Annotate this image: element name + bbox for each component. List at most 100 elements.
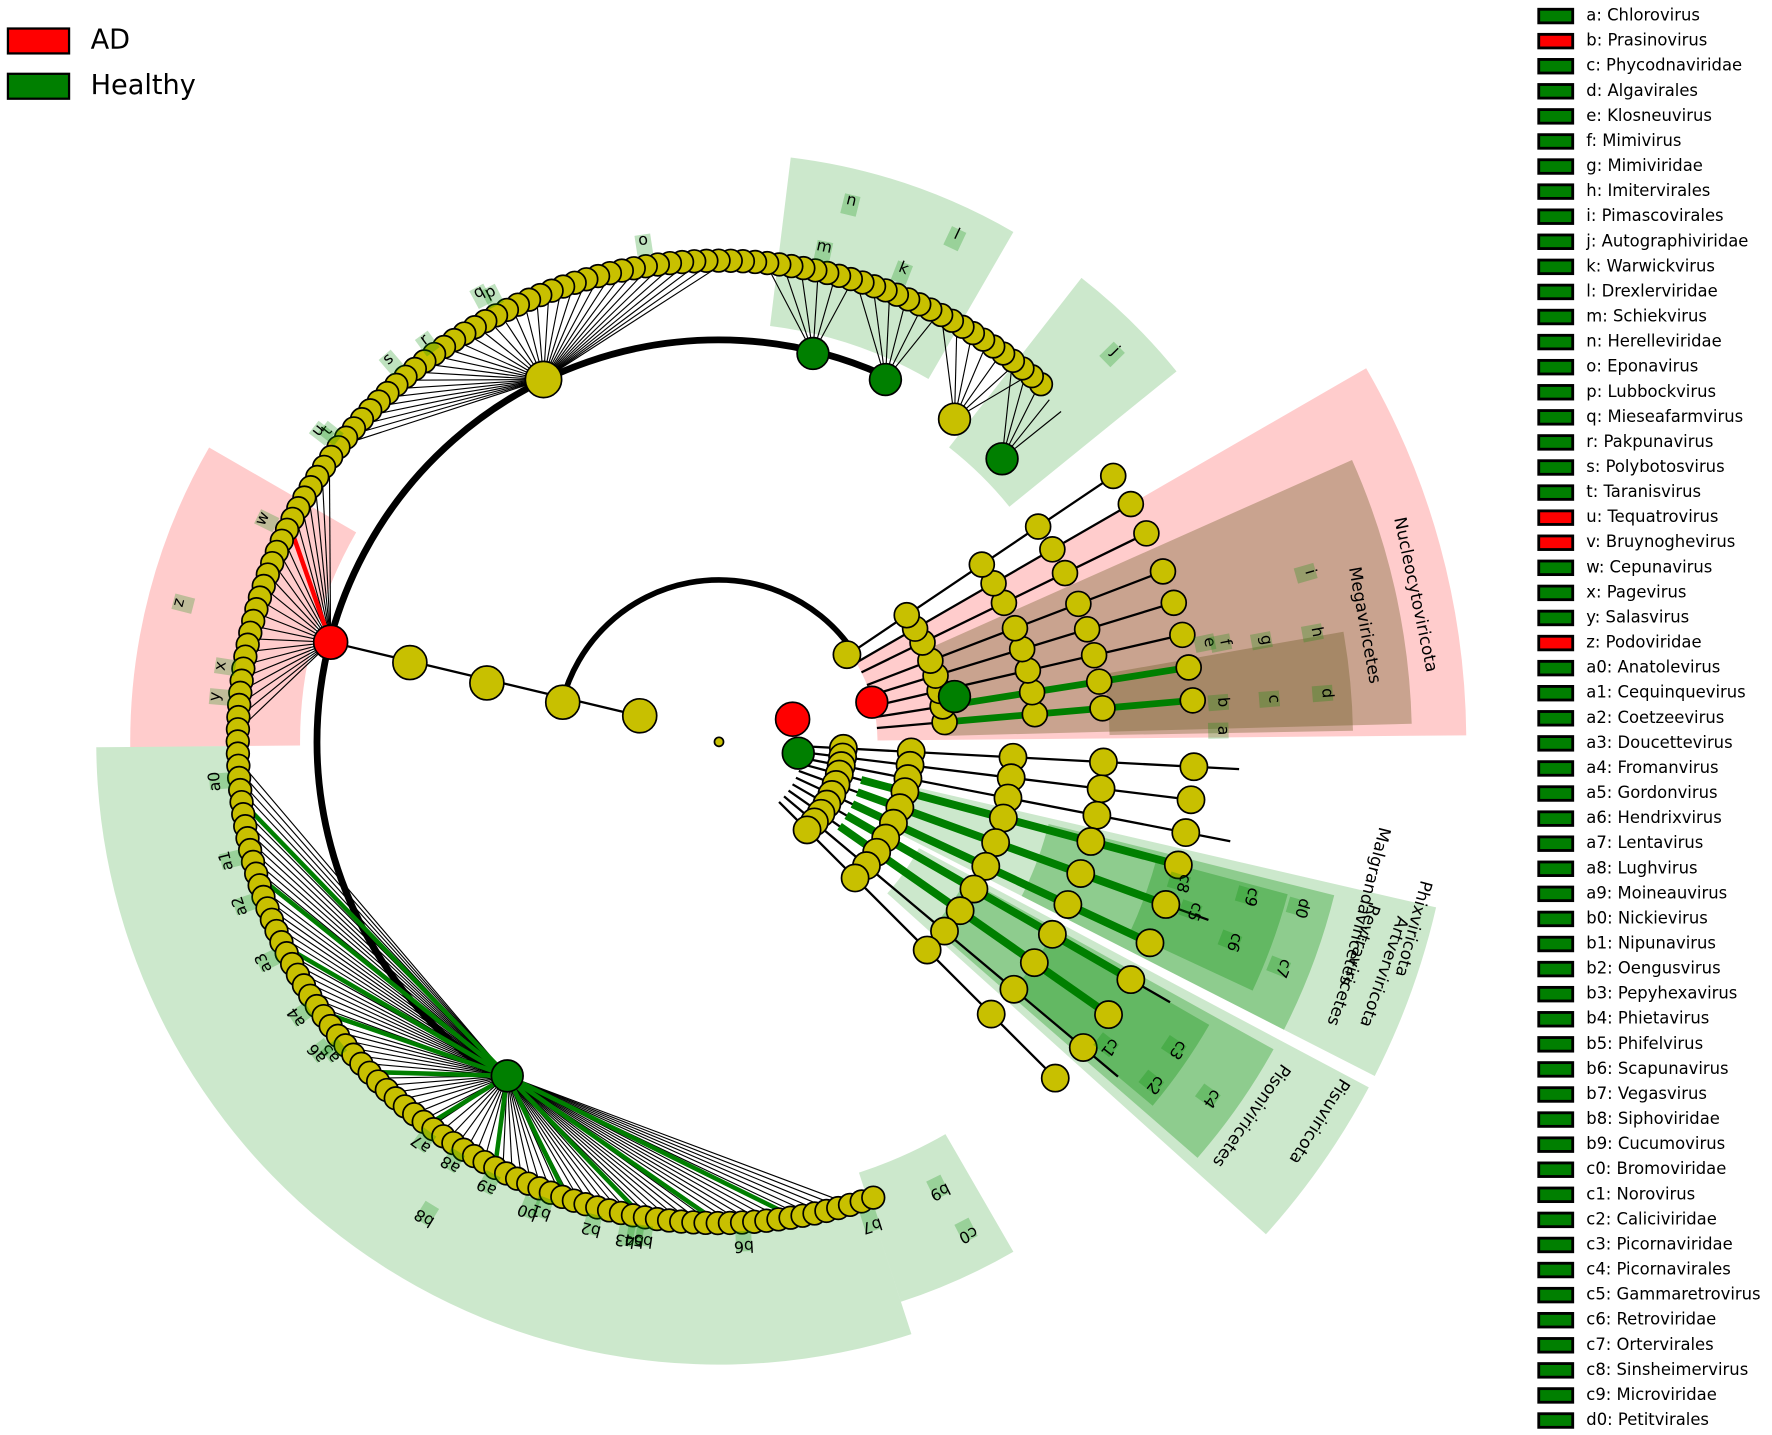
key-swatch xyxy=(1537,835,1575,852)
branch xyxy=(252,835,508,1077)
branch xyxy=(505,1074,639,1212)
key-entry: a9: Moineauvirus xyxy=(1586,883,1727,902)
node xyxy=(1073,615,1101,643)
key-entry: c6: Retroviridae xyxy=(1586,1310,1716,1329)
label-tag xyxy=(477,1170,501,1196)
key-swatch xyxy=(1537,1061,1575,1078)
branch xyxy=(507,1075,843,1202)
branch xyxy=(290,948,509,1078)
branch xyxy=(243,766,508,1077)
label-tag xyxy=(518,1195,541,1220)
node xyxy=(1053,890,1083,919)
label-tag xyxy=(813,239,834,264)
node xyxy=(1099,462,1127,490)
key-entry: a7: Lentavirus xyxy=(1586,833,1703,852)
key-entry: w: Cepunavirus xyxy=(1586,557,1712,576)
branch xyxy=(543,279,609,380)
leaf-label: m xyxy=(815,235,834,257)
key-swatch xyxy=(1537,584,1575,602)
label-tag xyxy=(1266,955,1292,978)
clade-sector xyxy=(1103,631,1353,736)
branch xyxy=(302,511,332,643)
branch xyxy=(313,336,884,1086)
key-swatch xyxy=(1537,283,1575,301)
key-entry: b8: Siphoviridae xyxy=(1586,1109,1720,1128)
node xyxy=(312,624,349,661)
label-tag xyxy=(859,1208,882,1234)
node xyxy=(1037,919,1067,949)
branch xyxy=(543,267,683,380)
key-entry: j: Autographiviridae xyxy=(1585,231,1748,250)
label-tag xyxy=(926,1174,950,1200)
key-entry: k: Warwickvirus xyxy=(1586,256,1715,275)
key-entry: a6: Hendrixvirus xyxy=(1586,808,1721,827)
node xyxy=(968,551,996,578)
label-tag xyxy=(1258,690,1281,708)
branch xyxy=(506,1075,665,1215)
legend-label: Healthy xyxy=(91,70,196,101)
branch xyxy=(559,577,854,704)
key-swatch xyxy=(1537,459,1575,476)
key-swatch xyxy=(1537,659,1575,677)
label-tag xyxy=(1234,885,1259,907)
node xyxy=(1019,948,1049,978)
branch xyxy=(289,531,333,643)
label-tag xyxy=(1193,633,1217,653)
leaf-label: y xyxy=(204,691,224,702)
node xyxy=(1149,558,1177,585)
key-swatch xyxy=(1537,7,1575,25)
branch xyxy=(506,1075,745,1218)
key-entry: d: Algavirales xyxy=(1586,81,1698,100)
key-entry: c1: Norovirus xyxy=(1586,1184,1695,1203)
key-swatch xyxy=(1537,910,1575,928)
branch xyxy=(543,265,707,380)
key-swatch xyxy=(1537,358,1575,376)
branch xyxy=(506,1075,587,1199)
branch xyxy=(507,1075,814,1209)
label-tag xyxy=(469,283,493,310)
key-entry: b0: Nickievirus xyxy=(1586,908,1708,927)
key-swatch xyxy=(1537,208,1575,225)
key-swatch xyxy=(1537,1286,1575,1304)
label-tag xyxy=(411,1127,437,1154)
label-tag xyxy=(1093,1032,1119,1058)
key-entry: l: Drexlerviridae xyxy=(1586,281,1717,300)
key-entry: i: Pimascovirales xyxy=(1586,206,1723,225)
node xyxy=(1179,752,1209,782)
key-entry: a2: Coetzeevirus xyxy=(1586,708,1724,727)
label-tag xyxy=(287,1002,314,1027)
branch xyxy=(243,641,331,714)
key-swatch xyxy=(1537,609,1575,627)
node xyxy=(1116,965,1146,995)
key-entry: a8: Lughvirus xyxy=(1586,858,1697,877)
label-tag xyxy=(890,260,913,286)
key-entry: b7: Vegasvirus xyxy=(1586,1084,1707,1103)
key-entry: c9: Microviridae xyxy=(1586,1385,1717,1404)
branch xyxy=(321,479,332,643)
label-tag xyxy=(171,593,196,614)
key-entry: u: Tequatrovirus xyxy=(1586,507,1718,526)
branch xyxy=(507,1075,833,1205)
key-swatch xyxy=(1537,484,1575,501)
key-entry: c8: Sinsheimervirus xyxy=(1586,1360,1748,1379)
node xyxy=(832,640,862,670)
label-tag xyxy=(254,509,280,533)
key-swatch xyxy=(1537,860,1575,877)
leaf-label: b6 xyxy=(733,1237,754,1257)
key-entry: x: Pagevirus xyxy=(1586,582,1686,601)
key-entry: b5: Phifelvirus xyxy=(1586,1034,1703,1053)
label-tag xyxy=(625,1224,645,1247)
node xyxy=(1151,890,1181,919)
branch xyxy=(543,271,646,380)
key-swatch xyxy=(1537,985,1575,1003)
node xyxy=(774,701,811,738)
leaf-label: a0 xyxy=(204,771,224,792)
branch xyxy=(404,1075,508,1100)
node xyxy=(1085,668,1113,695)
branch xyxy=(244,776,508,1077)
leaf-label: h xyxy=(1308,625,1329,638)
branch xyxy=(506,1075,755,1217)
node xyxy=(1088,747,1118,777)
node xyxy=(945,896,975,926)
label-tag xyxy=(581,1212,603,1237)
